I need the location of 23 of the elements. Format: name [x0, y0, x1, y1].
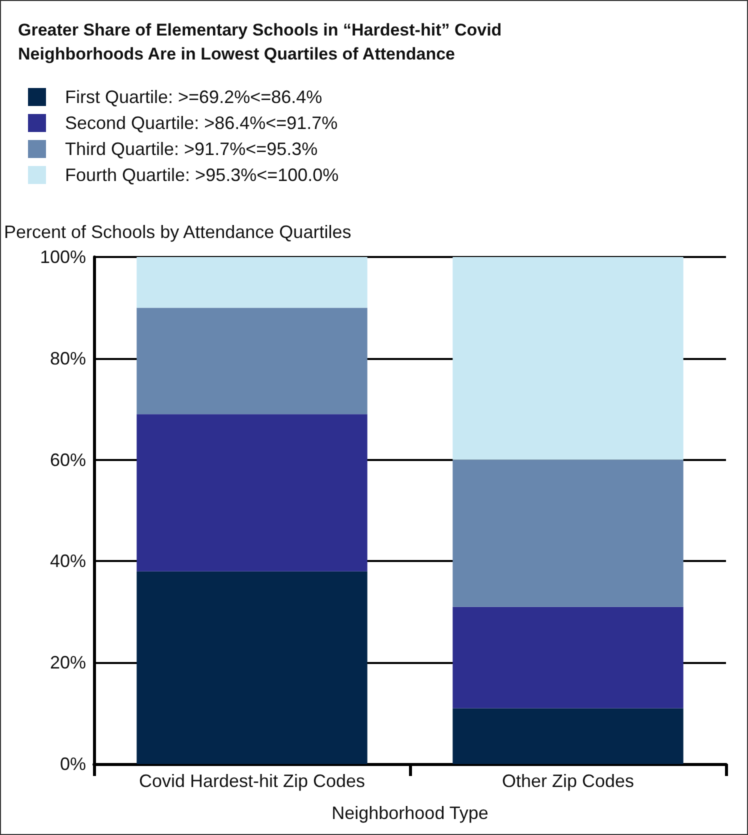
x-tick-label: Other Zip Codes	[502, 771, 634, 791]
legend-label: First Quartile: >=69.2%<=86.4%	[65, 87, 322, 107]
legend-label: Third Quartile: >91.7%<=95.3%	[65, 139, 318, 159]
y-tick-label: 40%	[50, 551, 86, 572]
legend-label: Second Quartile: >86.4%<=91.7%	[65, 113, 338, 133]
bar	[452, 460, 684, 607]
y-tick-label: 20%	[50, 652, 86, 673]
bar	[136, 257, 368, 308]
chart-title: Greater Share of Elementary Schools in “Hardest-hit” Covid Neighborhoods Are in Lowest Quartiles of Attendance	[18, 20, 502, 64]
bar	[136, 308, 368, 414]
x-axis-title: Neighborhood Type	[332, 803, 488, 823]
legend-label: Fourth Quartile: >95.3%<=100.0%	[65, 165, 339, 185]
y-tick-label: 0%	[60, 754, 86, 774]
bar	[452, 708, 684, 764]
x-tick-label: Covid Hardest-hit Zip Codes	[138, 771, 366, 791]
bar	[136, 571, 368, 764]
y-tick-label: 80%	[50, 348, 86, 368]
bar	[452, 257, 684, 460]
bar	[452, 606, 684, 708]
y-axis-title: Percent of Schools by Attendance Quartiles	[4, 222, 352, 242]
y-tick-label: 60%	[50, 450, 86, 470]
y-tick-label: 100%	[40, 247, 86, 267]
bar	[136, 414, 368, 572]
